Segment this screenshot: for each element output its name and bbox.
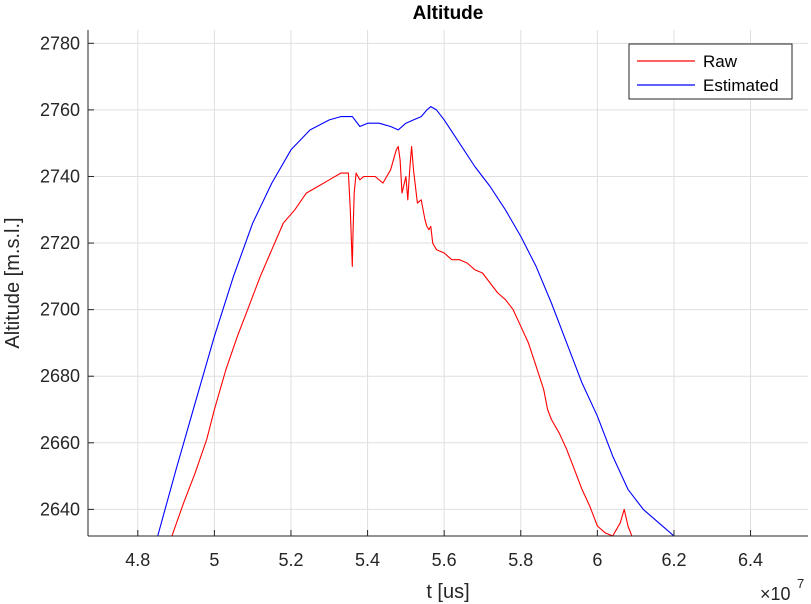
y-tick-label: 2760 [40, 100, 80, 120]
x-tick-label: 4.8 [125, 550, 150, 570]
y-tick-label: 2720 [40, 233, 80, 253]
y-tick-label: 2700 [40, 300, 80, 320]
x-tick-label: 6.2 [661, 550, 686, 570]
y-tick-label: 2640 [40, 499, 80, 519]
x-axis-exponent: ×10 7 [760, 576, 804, 604]
x-tick-label: 5 [209, 550, 219, 570]
chart-title: Altitude [413, 3, 484, 24]
y-tick-label: 2780 [40, 33, 80, 53]
tick-labels: 4.8 5 5.2 5.4 5.6 5.8 6 6.2 6.4 2640 2660 2680 2700 2… [40, 33, 763, 570]
series-line-raw [171, 145, 640, 536]
series-line-estimated [157, 106, 675, 536]
legend-box [628, 43, 793, 100]
x-exponent-base: ×10 [760, 584, 791, 604]
y-tick-label: 2680 [40, 366, 80, 386]
x-tick-label: 5.4 [355, 550, 380, 570]
y-tick-label: 2660 [40, 433, 80, 453]
legend-label-raw: Raw [703, 52, 738, 71]
x-tick-label: 5.8 [508, 550, 533, 570]
x-tick-label: 5.2 [278, 550, 303, 570]
x-axis-label: t [us] [426, 581, 469, 603]
axes [87, 30, 808, 537]
y-tick-label: 2740 [40, 166, 80, 186]
legend-label-estimated: Estimated [703, 76, 779, 95]
plot-area [157, 106, 675, 536]
x-tick-label: 5.6 [432, 550, 457, 570]
x-tick-label: 6 [592, 550, 602, 570]
grid [88, 30, 808, 536]
legend: Raw Estimated [628, 43, 793, 100]
series-group [157, 106, 675, 536]
y-axis-label: Altitude [m.s.l.] [2, 217, 24, 348]
x-tick-label: 6.4 [738, 550, 763, 570]
x-exponent-power: 7 [797, 576, 804, 591]
legend-entries: Raw Estimated [637, 52, 779, 95]
